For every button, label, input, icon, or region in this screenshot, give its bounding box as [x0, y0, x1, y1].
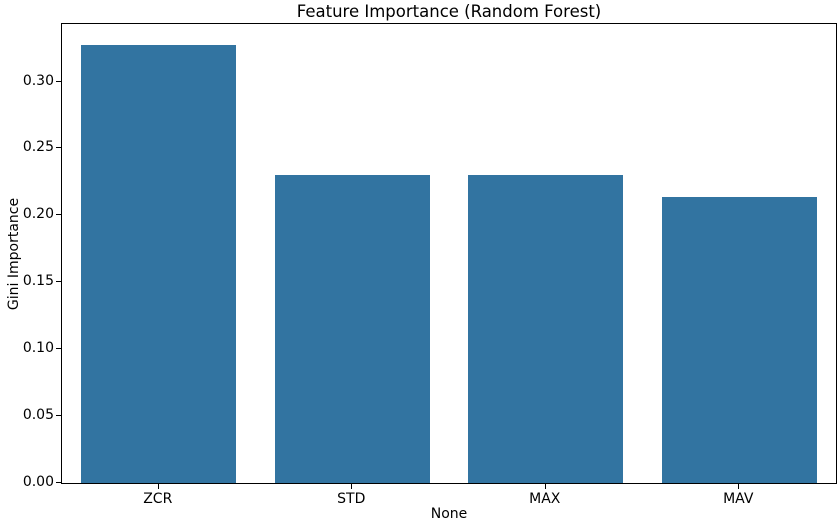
- y-tick-label-0.00: 0.00: [22, 474, 54, 490]
- y-tick-label-0.10: 0.10: [22, 340, 54, 357]
- x-tick-mark: [351, 484, 353, 489]
- chart-title: Feature Importance (Random Forest): [296, 2, 602, 21]
- y-tick-mark: [56, 348, 61, 350]
- y-tick-mark: [56, 214, 61, 216]
- bar-zcr: [81, 45, 237, 483]
- y-tick-mark: [56, 281, 61, 283]
- bar-std: [274, 175, 430, 483]
- y-tick-label-0.30: 0.30: [22, 72, 54, 89]
- x-tick-label-zcr: ZCR: [143, 491, 173, 507]
- x-axis-label: None: [430, 506, 468, 522]
- x-tick-label-max: MAX: [529, 491, 561, 507]
- y-tick-mark: [56, 147, 61, 149]
- bar-max: [468, 175, 624, 483]
- y-tick-label-0.20: 0.20: [22, 206, 54, 223]
- y-tick-label-0.25: 0.25: [22, 139, 54, 156]
- x-tick-mark: [544, 484, 546, 489]
- bar-mav: [661, 196, 817, 483]
- x-tick-label-mav: MAV: [723, 491, 754, 507]
- y-tick-mark: [56, 415, 61, 417]
- x-tick-label-std: STD: [337, 491, 366, 507]
- y-tick-label-0.05: 0.05: [22, 407, 54, 424]
- x-tick-mark: [738, 484, 740, 489]
- x-tick-mark: [157, 484, 159, 489]
- y-tick-mark: [56, 482, 61, 483]
- y-tick-mark: [56, 80, 61, 82]
- y-tick-label-0.15: 0.15: [22, 273, 54, 290]
- plot-area: [61, 23, 837, 484]
